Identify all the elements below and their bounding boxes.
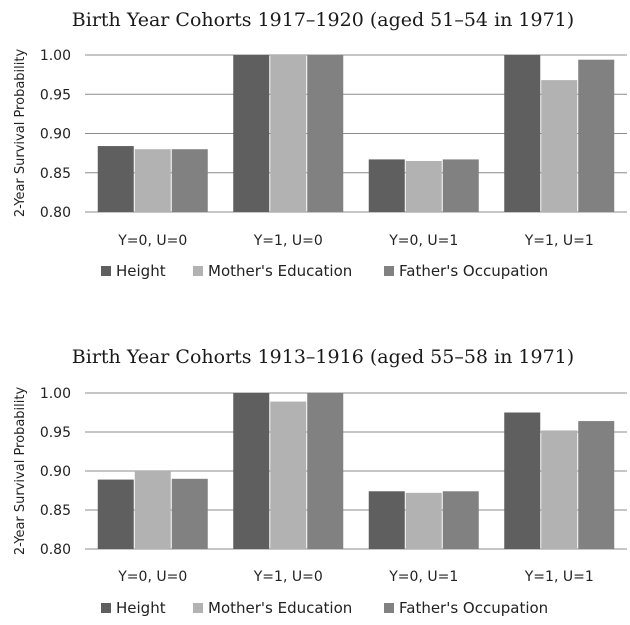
bar <box>98 146 134 212</box>
x-category-label: Y=0, U=1 <box>388 569 458 585</box>
y-tick-label: 0.90 <box>40 127 71 143</box>
bar <box>504 55 540 212</box>
bar <box>307 55 343 212</box>
bar <box>443 159 479 212</box>
chart-panel-2: Birth Year Cohorts 1913–1916 (aged 55–58… <box>0 338 630 625</box>
bar <box>406 161 442 212</box>
bar <box>369 491 405 549</box>
legend-label: Father's Occupation <box>399 262 548 280</box>
bar <box>406 493 442 549</box>
chart-1-svg: Birth Year Cohorts 1917–1920 (aged 51–54… <box>0 0 630 300</box>
bar <box>443 491 479 549</box>
y-tick-label: 0.80 <box>40 205 71 221</box>
y-tick-label: 0.95 <box>40 425 71 441</box>
bar <box>135 471 171 549</box>
bar <box>172 479 208 549</box>
legend-swatch <box>101 603 111 613</box>
y-tick-label: 0.85 <box>40 166 71 182</box>
bar <box>135 149 171 212</box>
y-tick-label: 0.80 <box>40 542 71 558</box>
y-tick-label: 1.00 <box>40 386 71 402</box>
legend-label: Height <box>116 599 166 617</box>
x-category-label: Y=1, U=1 <box>524 233 594 249</box>
x-category-label: Y=1, U=0 <box>253 569 323 585</box>
chart-panel-1: Birth Year Cohorts 1917–1920 (aged 51–54… <box>0 0 630 300</box>
legend-swatch <box>384 603 394 613</box>
y-tick-label: 0.95 <box>40 87 71 103</box>
x-category-label: Y=0, U=0 <box>117 233 187 249</box>
legend-swatch <box>384 266 394 276</box>
x-category-label: Y=0, U=0 <box>117 569 187 585</box>
legend-label: Mother's Education <box>208 599 352 617</box>
bar <box>270 55 306 212</box>
legend-swatch <box>193 603 203 613</box>
legend-swatch <box>101 266 111 276</box>
x-category-label: Y=1, U=0 <box>253 233 323 249</box>
bar <box>172 149 208 212</box>
chart-title: Birth Year Cohorts 1913–1916 (aged 55–58… <box>72 346 574 368</box>
y-tick-label: 0.85 <box>40 503 71 519</box>
y-axis-label: 2-Year Survival Probability <box>13 387 28 556</box>
legend-swatch <box>193 266 203 276</box>
legend-label: Mother's Education <box>208 262 352 280</box>
bar <box>98 480 134 549</box>
bar <box>541 430 577 549</box>
chart-2-svg: Birth Year Cohorts 1913–1916 (aged 55–58… <box>0 338 630 625</box>
y-tick-label: 1.00 <box>40 48 71 64</box>
x-category-label: Y=0, U=1 <box>388 233 458 249</box>
legend-label: Father's Occupation <box>399 599 548 617</box>
x-category-label: Y=1, U=1 <box>524 569 594 585</box>
y-axis-label: 2-Year Survival Probability <box>13 49 28 218</box>
bar <box>541 80 577 212</box>
legend-label: Height <box>116 262 166 280</box>
bar <box>578 421 614 549</box>
bar <box>369 159 405 212</box>
bar <box>233 55 269 212</box>
bar <box>307 393 343 549</box>
bar <box>233 393 269 549</box>
chart-title: Birth Year Cohorts 1917–1920 (aged 51–54… <box>72 9 574 31</box>
bar <box>270 402 306 549</box>
bar <box>504 413 540 550</box>
bar <box>578 60 614 212</box>
y-tick-label: 0.90 <box>40 464 71 480</box>
